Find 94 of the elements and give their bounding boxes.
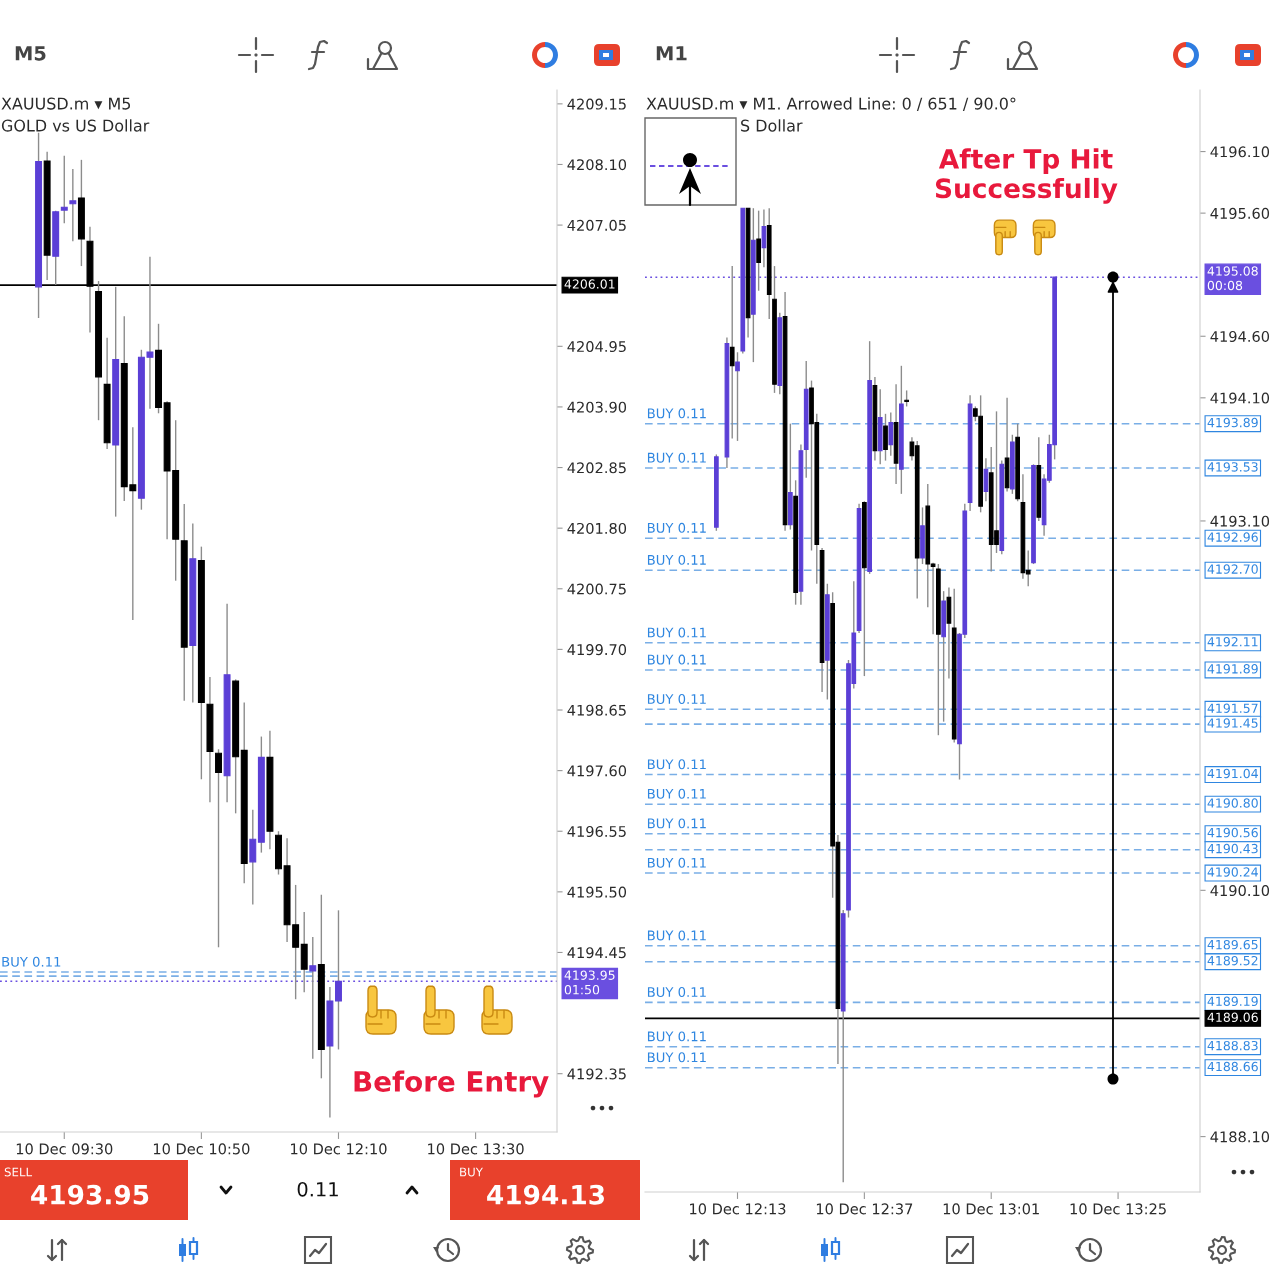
chart-title: XAUUSD.m ▾ M5 (1, 97, 131, 110)
ref-line-label: 4190.24 (1207, 867, 1258, 877)
ref-line-label: 4193.53 (1207, 462, 1258, 472)
text: S Dollar (741, 119, 803, 132)
x-tick-label: 10 Dec 12:37 (816, 1203, 913, 1215)
y-tick-label: 4196.55 (567, 825, 626, 837)
text: M5 (15, 46, 46, 61)
ref-line-label: 4195.08 00:08 (1207, 266, 1258, 291)
annotation: BUY 0.11 (647, 1052, 706, 1063)
y-tick-label: 4201.80 (567, 522, 627, 534)
annotation: BUY 0.11 (647, 788, 706, 799)
y-tick-label: 4193.10 (1210, 515, 1270, 527)
candlestick (735, 351, 740, 442)
ref-line-label: 4206.01 (564, 279, 615, 289)
text: SELL (4, 1167, 33, 1177)
chart-title: XAUUSD.m ▾ M1. Arrowed Line: 0 / 651 / 90.0° (646, 97, 1016, 111)
ref-line-label: 4192.70 (1207, 564, 1258, 574)
candlestick (60, 155, 68, 225)
annotation: BUY 0.11 (647, 554, 706, 565)
annotation: BUY 0.11 (647, 987, 706, 998)
y-tick-label: 4207.05 (567, 219, 626, 231)
ref-line-label: 4193.95 01:50 (564, 970, 615, 995)
annotation: BUY 0.11 (647, 857, 706, 868)
y-tick-label: 4195.60 (1210, 207, 1270, 219)
annotation: BUY 0.11 (2, 956, 61, 967)
x-tick-label: 10 Dec 13:25 (1070, 1203, 1166, 1215)
candlestick (761, 208, 767, 269)
annotation: BUY 0.11 (647, 522, 706, 533)
ref-line-label: 4192.11 (1207, 637, 1258, 647)
text: 0.11 (297, 1181, 338, 1197)
annotation: After Tp Hit Successfully (935, 148, 1118, 204)
ref-line-label: 4192.96 (1207, 532, 1258, 542)
annotation: Before Entry (354, 1070, 549, 1098)
text: GOLD vs US Dollar (1, 119, 150, 132)
candlestick (756, 209, 761, 292)
annotation: BUY 0.11 (647, 654, 706, 665)
candlestick (335, 909, 342, 1051)
candlestick (883, 413, 888, 462)
x-tick-label: 10 Dec 13:01 (943, 1203, 1039, 1215)
ref-line-label: 4190.56 (1207, 827, 1258, 838)
ref-line-label: 4191.04 (1207, 768, 1258, 779)
y-tick-label: 4198.65 (567, 704, 626, 716)
y-tick-label: 4197.60 (567, 765, 627, 777)
y-tick-label: 4203.90 (567, 401, 627, 413)
y-tick-label: 4204.95 (567, 341, 626, 353)
x-tick-label: 10 Dec 13:30 (428, 1143, 524, 1155)
y-tick-label: 4196.10 (1210, 146, 1270, 158)
ref-line-label: 4193.89 (1207, 417, 1258, 428)
annotation: BUY 0.11 (647, 759, 706, 770)
candlestick (69, 168, 77, 242)
y-tick-label: 4195.50 (567, 886, 627, 898)
candlestick (729, 265, 735, 440)
annotation: BUY 0.11 (647, 452, 706, 463)
y-tick-label: 4194.10 (1210, 392, 1270, 404)
annotation: BUY 0.11 (647, 818, 706, 829)
candlestick (983, 457, 989, 502)
x-tick-label: 10 Dec 09:30 (16, 1143, 113, 1155)
annotation: BUY 0.11 (647, 408, 706, 419)
y-tick-label: 4199.70 (567, 644, 627, 656)
candlestick (249, 809, 257, 906)
y-tick-label: 4200.75 (567, 583, 626, 595)
ref-line-label: 4188.83 (1207, 1040, 1258, 1051)
ref-line-label: 4189.06 (1207, 1012, 1258, 1023)
candlestick (215, 748, 222, 948)
text: BUY (460, 1167, 483, 1177)
text: 4193.95 (31, 1184, 149, 1205)
ref-line-label: 4191.45 (1207, 718, 1258, 728)
ref-line-label: 4188.66 (1207, 1061, 1258, 1072)
text: M1 (656, 46, 687, 61)
y-tick-label: 4188.10 (1210, 1131, 1270, 1143)
annotation: BUY 0.11 (647, 694, 706, 704)
candlestick (309, 936, 317, 1060)
x-tick-label: 10 Dec 12:13 (690, 1203, 786, 1215)
annotation: BUY 0.11 (647, 1031, 706, 1042)
candlestick (888, 411, 894, 457)
y-tick-label: 4209.15 (567, 98, 626, 110)
y-tick-label: 4192.35 (567, 1068, 626, 1080)
y-tick-label: 4202.85 (567, 462, 626, 474)
ref-line-label: 4191.89 (1207, 664, 1258, 674)
x-tick-label: 10 Dec 12:10 (291, 1143, 387, 1155)
ref-line-label: 4190.43 (1207, 843, 1258, 854)
ref-line-label: 4191.57 (1207, 703, 1258, 713)
x-tick-label: 10 Dec 10:50 (153, 1143, 250, 1155)
y-tick-label: 4190.10 (1210, 885, 1270, 897)
ref-line-label: 4189.52 (1207, 955, 1258, 966)
annotation: BUY 0.11 (647, 930, 706, 941)
ref-line-label: 4189.65 (1207, 939, 1258, 950)
y-tick-label: 4194.60 (1210, 330, 1270, 342)
annotation: BUY 0.11 (647, 627, 706, 638)
text: 4194.13 (487, 1184, 604, 1205)
y-tick-label: 4194.45 (567, 947, 626, 959)
y-tick-label: 4208.10 (567, 159, 627, 171)
ref-line-label: 4190.80 (1207, 798, 1258, 808)
ref-line-label: 4189.19 (1207, 996, 1258, 1007)
